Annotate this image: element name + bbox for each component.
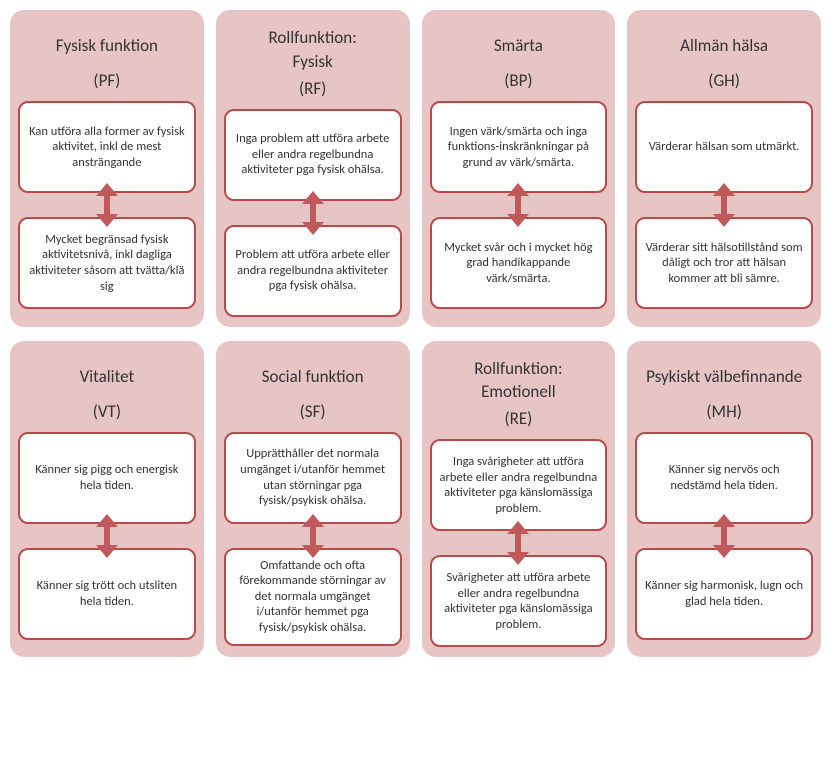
card-code: (SF) xyxy=(300,401,326,432)
double-arrow-icon xyxy=(507,187,529,223)
card-code: (GH) xyxy=(708,70,740,101)
card-code: (PF) xyxy=(93,70,120,101)
card-title: Rollfunktion: Emotionell xyxy=(470,351,566,409)
dimension-card: Psykiskt välbefinnande (MH) Känner sig n… xyxy=(627,341,821,658)
card-code: (VT) xyxy=(93,401,121,432)
card-code: (BP) xyxy=(504,70,532,101)
dimension-card: Rollfunktion: Emotionell (RE) Inga svåri… xyxy=(422,341,616,658)
dimension-card: Fysisk funktion (PF) Kan utföra alla for… xyxy=(10,10,204,327)
high-score-box: Känner sig pigg och energisk hela tiden. xyxy=(18,432,196,524)
double-arrow-icon xyxy=(96,518,118,554)
low-score-box: Omfattande och ofta förekommande störnin… xyxy=(224,548,402,646)
dimension-card: Social funktion (SF) Upprätthåller det n… xyxy=(216,341,410,658)
dimension-card: Vitalitet (VT) Känner sig pigg och energ… xyxy=(10,341,204,658)
dimension-card: Smärta (BP) Ingen värk/smärta och inga f… xyxy=(422,10,616,327)
high-score-box: Värderar hälsan som utmärkt. xyxy=(635,101,813,193)
high-score-box: Inga svårigheter att utföra arbete eller… xyxy=(430,439,608,531)
card-title: Social funktion xyxy=(258,351,368,401)
high-score-box: Känner sig nervös och nedstämd hela tide… xyxy=(635,432,813,524)
card-code: (MH) xyxy=(706,401,741,432)
high-score-box: Upprätthåller det normala umgänget i/uta… xyxy=(224,432,402,524)
card-grid: Fysisk funktion (PF) Kan utföra alla for… xyxy=(10,10,821,657)
high-score-box: Kan utföra alla former av fysisk aktivit… xyxy=(18,101,196,193)
card-title: Psykiskt välbefinnande xyxy=(642,351,806,401)
high-score-box: Ingen värk/smärta och inga funktions-ins… xyxy=(430,101,608,193)
double-arrow-icon xyxy=(302,518,324,554)
card-title: Smärta xyxy=(490,20,547,70)
low-score-box: Svårigheter att utföra arbete eller andr… xyxy=(430,555,608,647)
low-score-box: Mycket begränsad fysisk aktivitetsnivå, … xyxy=(18,217,196,309)
card-title: Rollfunktion: Fysisk xyxy=(264,20,360,78)
low-score-box: Känner sig trött och utsliten hela tiden… xyxy=(18,548,196,640)
card-code: (RF) xyxy=(299,78,326,109)
double-arrow-icon xyxy=(507,525,529,561)
double-arrow-icon xyxy=(302,195,324,231)
low-score-box: Känner sig harmonisk, lugn och glad hela… xyxy=(635,548,813,640)
card-code: (RE) xyxy=(504,408,532,439)
double-arrow-icon xyxy=(713,187,735,223)
low-score-box: Problem att utföra arbete eller andra re… xyxy=(224,225,402,317)
dimension-card: Allmän hälsa (GH) Värderar hälsan som ut… xyxy=(627,10,821,327)
card-title: Vitalitet xyxy=(76,351,139,401)
double-arrow-icon xyxy=(96,187,118,223)
low-score-box: Värderar sitt hälsotillstånd som dåligt … xyxy=(635,217,813,309)
low-score-box: Mycket svår och i mycket hög grad handik… xyxy=(430,217,608,309)
card-title: Allmän hälsa xyxy=(676,20,772,70)
card-title: Fysisk funktion xyxy=(52,20,162,70)
double-arrow-icon xyxy=(713,518,735,554)
dimension-card: Rollfunktion: Fysisk (RF) Inga problem a… xyxy=(216,10,410,327)
high-score-box: Inga problem att utföra arbete eller and… xyxy=(224,109,402,201)
